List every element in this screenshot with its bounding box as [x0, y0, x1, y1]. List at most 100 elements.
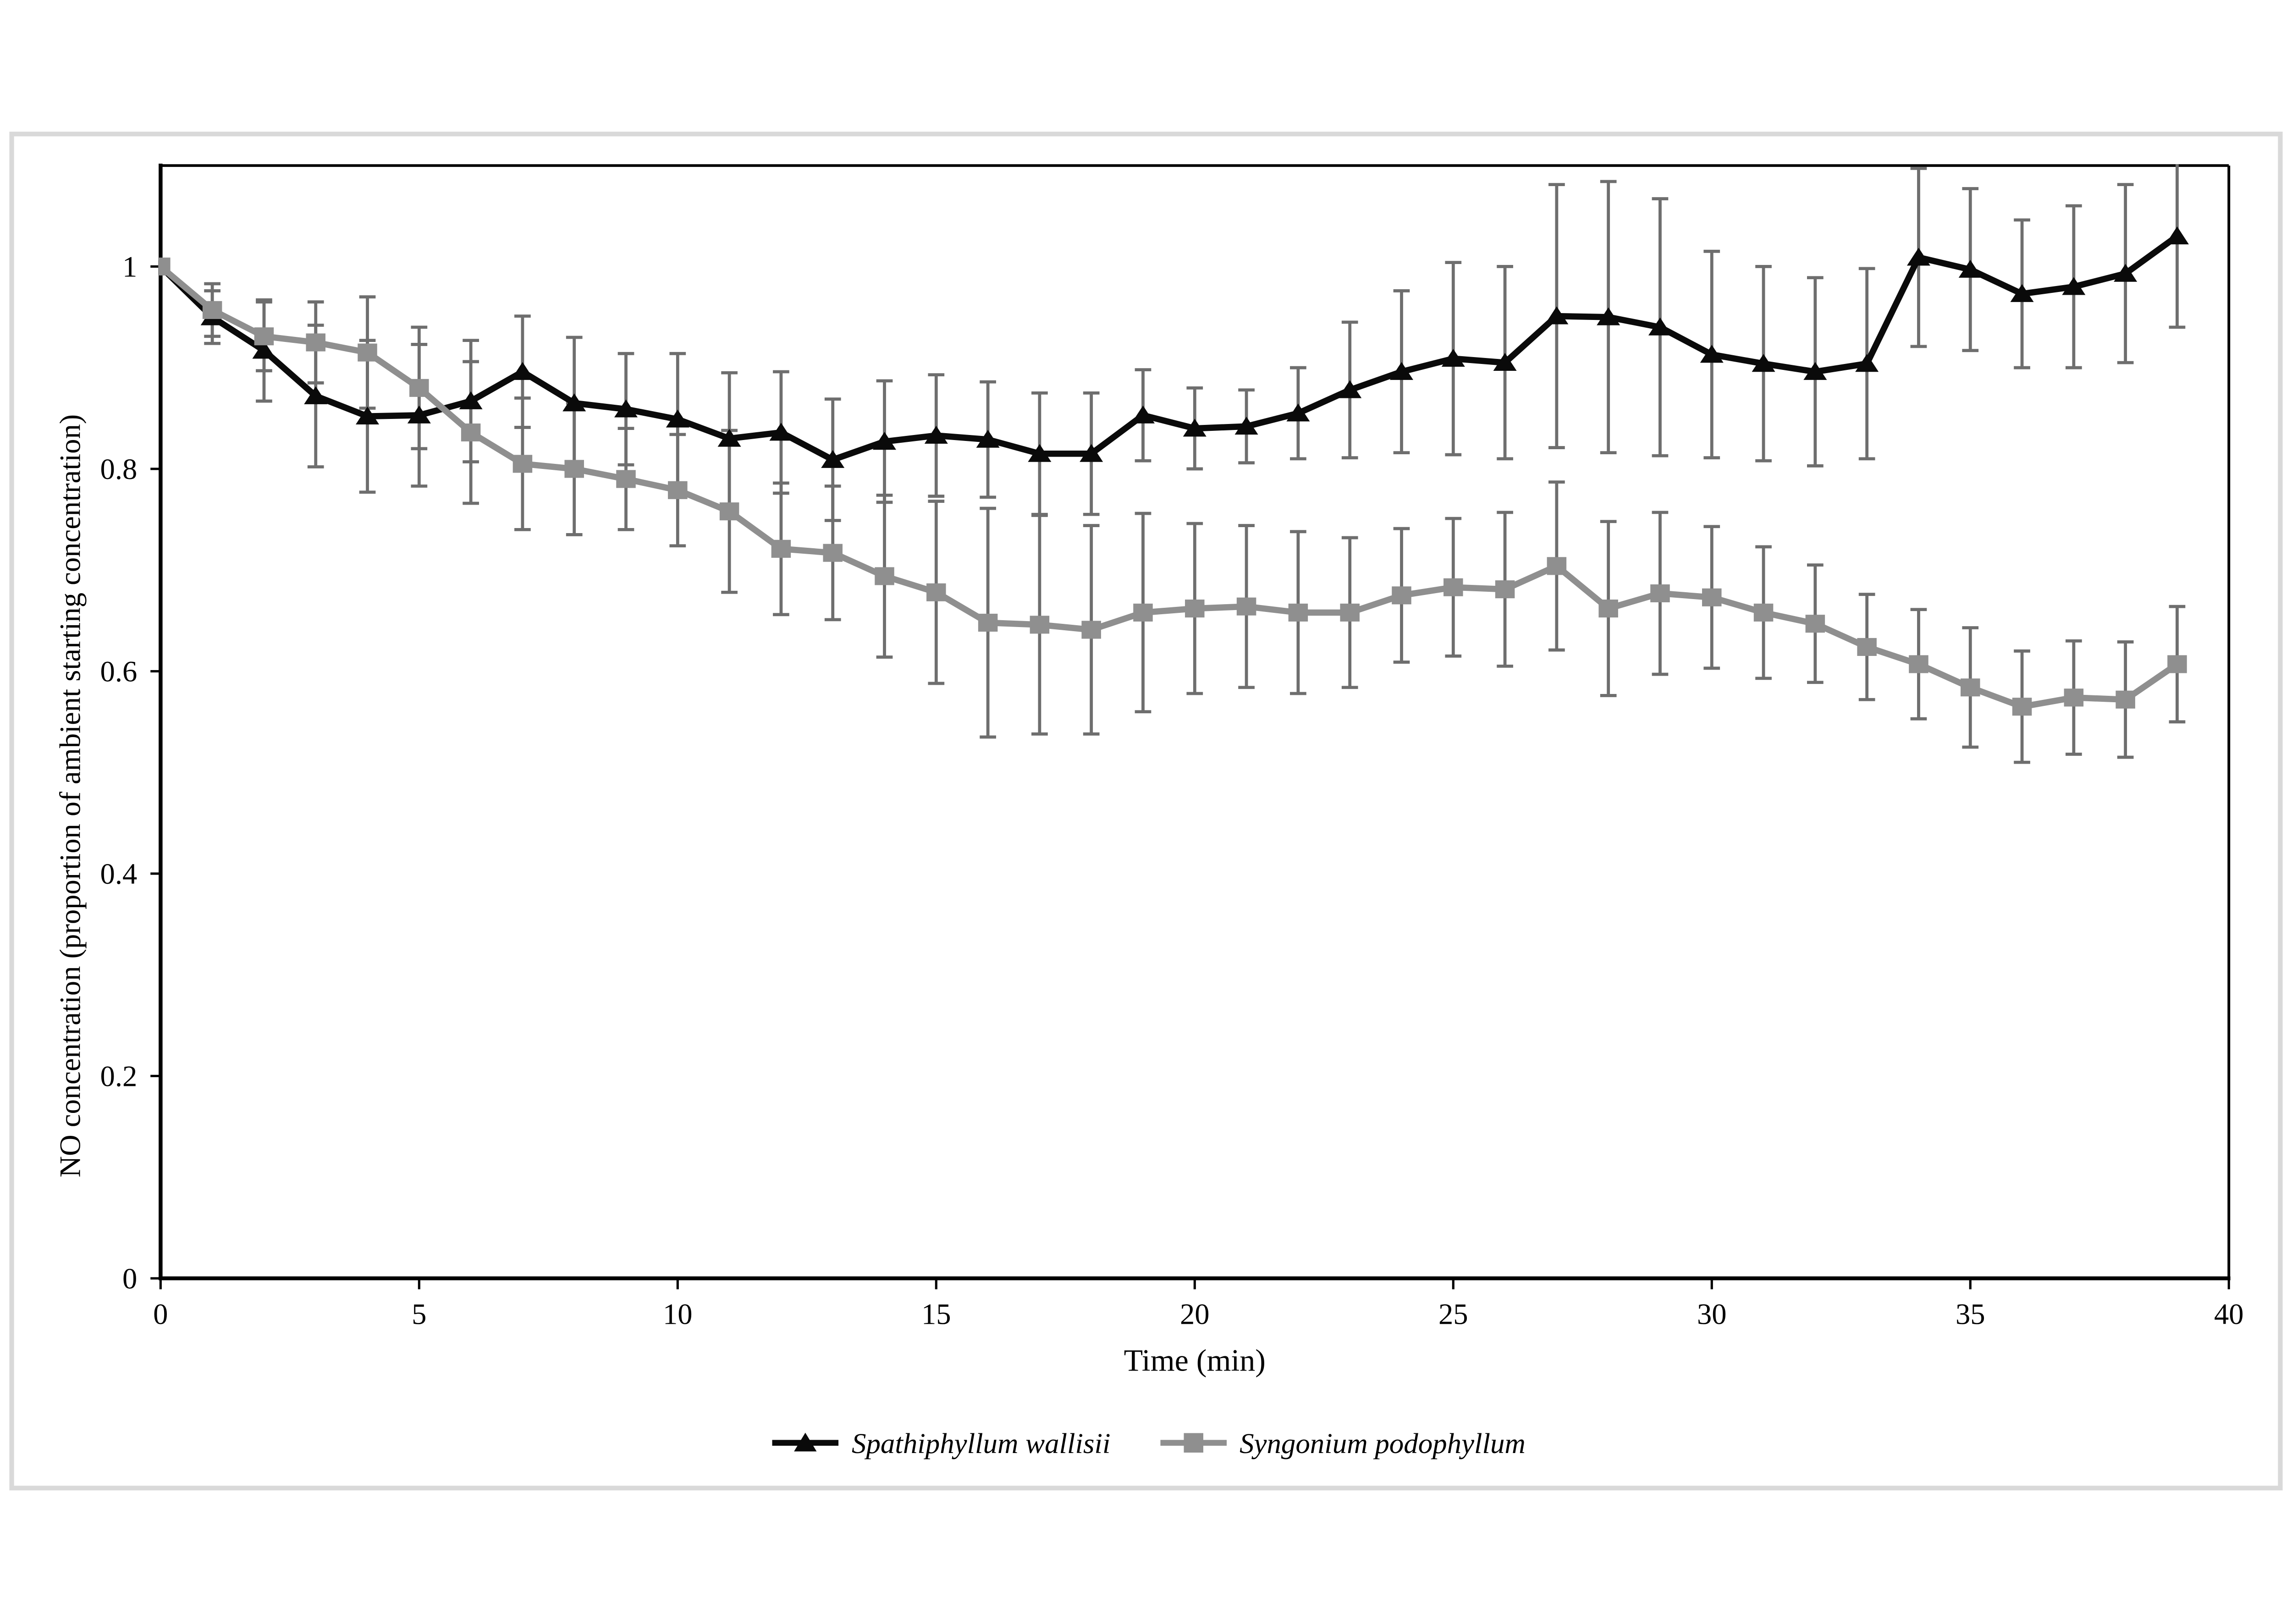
- data-point-triangle: [1338, 380, 1362, 398]
- data-point-square: [1081, 621, 1101, 639]
- y-tick-label: 0.2: [100, 1060, 138, 1093]
- data-point-square: [1030, 616, 1050, 634]
- series-spathiphyllum: [158, 226, 2189, 468]
- data-point-square: [1547, 557, 1567, 575]
- data-point-triangle: [614, 399, 638, 418]
- data-point-square: [1805, 615, 1825, 633]
- data-point-triangle: [1441, 349, 1465, 367]
- data-point-square: [202, 301, 222, 319]
- data-point-square: [2116, 690, 2135, 709]
- data-point-square: [1495, 580, 1515, 599]
- data-point-triangle: [1958, 259, 1982, 278]
- data-point-triangle: [1183, 418, 1207, 437]
- data-point-triangle: [459, 391, 483, 409]
- data-point-square: [1857, 638, 1877, 656]
- data-point-triangle: [511, 362, 534, 380]
- y-tick-label: 0.8: [100, 452, 138, 485]
- x-tick-label: 30: [1697, 1297, 1727, 1330]
- data-point-square: [2012, 698, 2032, 716]
- data-point-triangle: [872, 432, 897, 450]
- y-tick-label: 0.4: [100, 857, 138, 890]
- data-point-triangle: [717, 429, 741, 447]
- axis-ticks: [150, 265, 2230, 1289]
- data-point-square: [926, 583, 946, 601]
- data-point-triangle: [1648, 317, 1672, 336]
- x-tick-label: 20: [1180, 1297, 1210, 1330]
- data-point-triangle: [562, 393, 586, 412]
- data-point-triangle: [356, 406, 380, 425]
- data-point-square: [2064, 688, 2084, 707]
- x-tick-label: 0: [153, 1297, 168, 1330]
- data-point-square: [512, 455, 533, 473]
- x-tick-label: 25: [1438, 1297, 1468, 1330]
- data-point-square: [1598, 600, 1618, 618]
- data-point-square: [1444, 578, 1463, 596]
- data-point-triangle: [1389, 362, 1413, 380]
- data-point-square: [158, 257, 171, 276]
- legend-label-syngonium: Syngonium podophyllum: [1240, 1427, 1526, 1459]
- data-point-triangle: [407, 405, 431, 424]
- data-point-square: [409, 379, 429, 397]
- data-point-triangle: [666, 409, 689, 428]
- data-point-square: [668, 481, 688, 499]
- data-point-triangle: [2165, 226, 2189, 245]
- data-point-square: [1702, 588, 1722, 606]
- data-point-square: [823, 544, 843, 562]
- y-axis-title: NO concentration (proportion of ambient …: [53, 414, 87, 1178]
- error-bars-gray: [204, 282, 2186, 764]
- error-bars-black: [204, 164, 2186, 522]
- data-point-triangle: [1700, 345, 1724, 363]
- data-point-triangle: [1855, 354, 1879, 372]
- legend-item-syngonium: Syngonium podophyllum: [1160, 1427, 1526, 1459]
- legend: Spathiphyllum wallisii Syngonium podophy…: [772, 1427, 1526, 1459]
- x-tick-label: 5: [412, 1297, 426, 1330]
- data-point-triangle: [976, 429, 1000, 448]
- x-tick-label: 40: [2214, 1297, 2244, 1330]
- data-point-triangle: [769, 423, 793, 441]
- x-tick-label: 10: [663, 1297, 693, 1330]
- y-tick-label: 0: [122, 1262, 137, 1295]
- y-tick-label: 0.6: [100, 655, 138, 688]
- data-point-triangle: [1803, 362, 1827, 380]
- data-point-square: [358, 343, 377, 362]
- x-tick-labels: 0 5 10 15 20 25 30 35 40: [153, 1297, 2243, 1330]
- series-line: [158, 264, 2179, 710]
- data-point-square: [1650, 584, 1670, 603]
- data-point-triangle: [1597, 307, 1620, 325]
- data-point-square: [1133, 603, 1153, 622]
- data-point-triangle: [1545, 306, 1569, 325]
- data-point-square: [719, 502, 739, 521]
- x-tick-label: 15: [921, 1297, 951, 1330]
- data-point-triangle: [304, 386, 328, 404]
- data-point-square: [1340, 603, 1360, 622]
- data-point-square: [2167, 655, 2187, 673]
- data-point-square: [1392, 586, 1411, 605]
- data-point-square: [306, 333, 325, 352]
- data-point-triangle: [1028, 444, 1052, 462]
- data-point-triangle: [252, 341, 276, 359]
- series-line: [158, 233, 2179, 463]
- legend-item-spathiphyllum: Spathiphyllum wallisii: [772, 1427, 1110, 1459]
- data-point-square: [1909, 655, 1928, 673]
- data-point-square: [875, 567, 894, 585]
- legend-triangle-icon: [794, 1432, 817, 1452]
- data-point-square: [978, 613, 998, 632]
- data-point-triangle: [1493, 352, 1517, 371]
- data-point-square: [254, 327, 274, 346]
- data-point-square: [1288, 603, 1308, 622]
- data-point-square: [461, 423, 481, 442]
- data-point-square: [1236, 597, 1256, 616]
- figure-border: [9, 132, 2283, 1491]
- x-tick-label: 35: [1956, 1297, 1985, 1330]
- data-series-layer: [158, 164, 2189, 764]
- data-point-triangle: [1906, 248, 1930, 266]
- data-point-triangle: [1234, 416, 1258, 435]
- data-point-triangle: [2062, 277, 2086, 295]
- data-point-square: [1960, 678, 1980, 697]
- data-point-triangle: [1080, 444, 1103, 462]
- data-point-square: [1185, 600, 1205, 618]
- x-axis-title: Time (min): [1124, 1343, 1266, 1377]
- series-syngonium: [158, 257, 2187, 716]
